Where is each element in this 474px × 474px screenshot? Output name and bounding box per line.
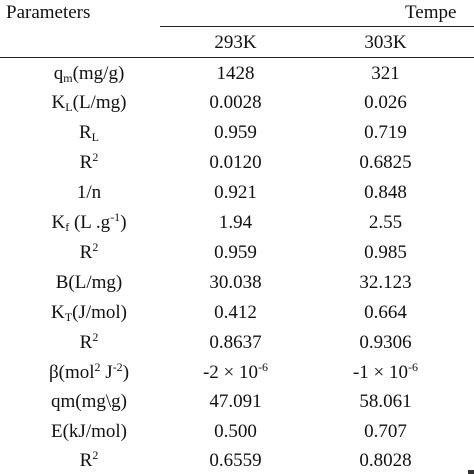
row-value-293k: 0.959: [214, 122, 257, 143]
row-value-303k: 0.719: [364, 122, 407, 143]
row-label-beta: β(mol2 J-2): [48, 360, 130, 383]
row-label-r2: R2: [79, 448, 99, 471]
row-value-303k: 0.6825: [359, 152, 412, 173]
row-value-303k: 0.707: [364, 421, 407, 442]
row-value-303k: 0.8028: [359, 450, 412, 471]
row-value-293k: 0.0028: [209, 92, 262, 113]
row-value-303k: -1 × 10-6: [352, 360, 419, 383]
row-value-293k: 1428: [216, 63, 255, 84]
row-value-293k: 0.0120: [209, 152, 262, 173]
row-label-rl: RL: [78, 122, 100, 144]
row-value-303k: 321: [371, 63, 400, 84]
row-label-b: B(L/mg): [55, 272, 123, 293]
row-label-r2: R2: [79, 330, 99, 353]
row-value-303k: 0.848: [364, 182, 407, 203]
row-value-293k: 47.091: [209, 391, 262, 412]
row-value-303k: 32.123: [359, 272, 412, 293]
header-303k: 303K: [364, 32, 407, 53]
row-value-293k: 0.959: [214, 242, 257, 263]
row-label-1n: 1/n: [76, 182, 102, 203]
row-label-qm-dr: qm(mg\g): [51, 391, 127, 412]
row-value-293k: 0.921: [214, 182, 257, 203]
row-label-kl: KL(L/mg): [51, 92, 127, 114]
row-value-303k: 2.55: [368, 212, 403, 233]
row-value-303k: 0.664: [364, 302, 407, 323]
row-value-303k: 58.061: [359, 391, 412, 412]
row-value-293k: 0.412: [214, 302, 257, 323]
header-temperature: Tempe: [405, 2, 457, 23]
row-label-e: E(kJ/mol): [51, 421, 127, 442]
header-rule: [0, 57, 474, 58]
row-label-r2: R2: [79, 150, 99, 173]
row-value-293k: 0.500: [214, 421, 257, 442]
row-value-303k: 0.026: [364, 92, 407, 113]
row-value-303k: 0.985: [364, 242, 407, 263]
row-value-293k: 30.038: [209, 272, 262, 293]
row-label-kt: KT(J/mol): [51, 302, 127, 324]
row-value-293k: 1.94: [218, 212, 253, 233]
header-underline: [160, 26, 474, 27]
row-label-r2: R2: [79, 240, 99, 263]
row-label-qm: qm(mg/g): [53, 63, 125, 85]
row-label-kf: Kf (L .g-1): [51, 210, 127, 234]
row-value-293k: 0.6559: [209, 450, 262, 471]
row-value-303k: 0.9306: [359, 332, 412, 353]
row-value-293k: -2 × 10-6: [202, 360, 269, 383]
header-parameters: Parameters: [6, 2, 91, 23]
row-value-293k: 0.8637: [209, 332, 262, 353]
right-edge-mark: [468, 470, 474, 474]
header-293k: 293K: [214, 32, 257, 53]
